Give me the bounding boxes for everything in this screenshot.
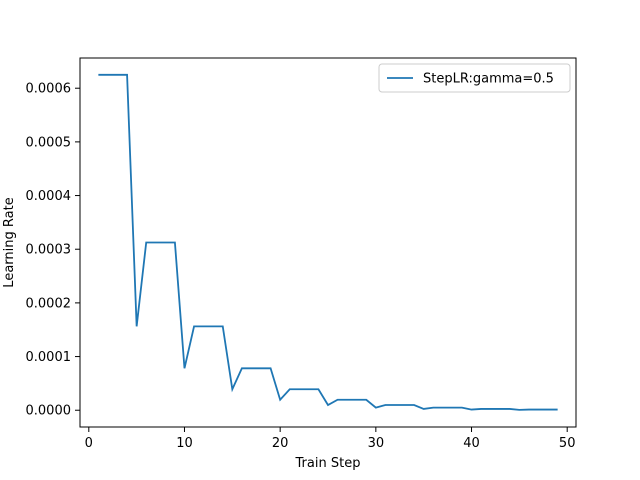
y-axis-label: Learning Rate [2,197,17,287]
y-tick-label: 0.0005 [26,135,72,150]
y-tick-label: 0.0002 [26,296,72,311]
y-tick-label: 0.0004 [26,189,72,204]
x-axis-ticks: 0 10 20 30 40 50 [85,427,576,451]
legend-box [378,63,571,93]
x-axis-label: Train Step [295,456,361,471]
y-tick-label: 0.0006 [26,82,72,97]
plot-frame [79,57,577,428]
y-tick-label: 0.0001 [26,350,72,365]
x-tick-label: 10 [176,436,193,451]
plot-area [98,73,558,411]
y-tick-label: 0.0003 [26,243,72,258]
y-tick-label: 0.0000 [26,404,72,419]
x-tick-label: 30 [368,436,385,451]
x-tick-label: 0 [85,436,93,451]
x-tick-label: 50 [559,436,576,451]
legend: StepLR:gamma=0.5 [378,63,571,93]
legend-label: StepLR:gamma=0.5 [423,72,554,87]
series-line-0 [98,73,558,411]
x-tick-label: 20 [272,436,289,451]
x-tick-label: 40 [463,436,480,451]
y-axis-ticks: 0.0000 0.0001 0.0002 0.0003 0.0004 0.0005 0.00… [26,82,80,419]
